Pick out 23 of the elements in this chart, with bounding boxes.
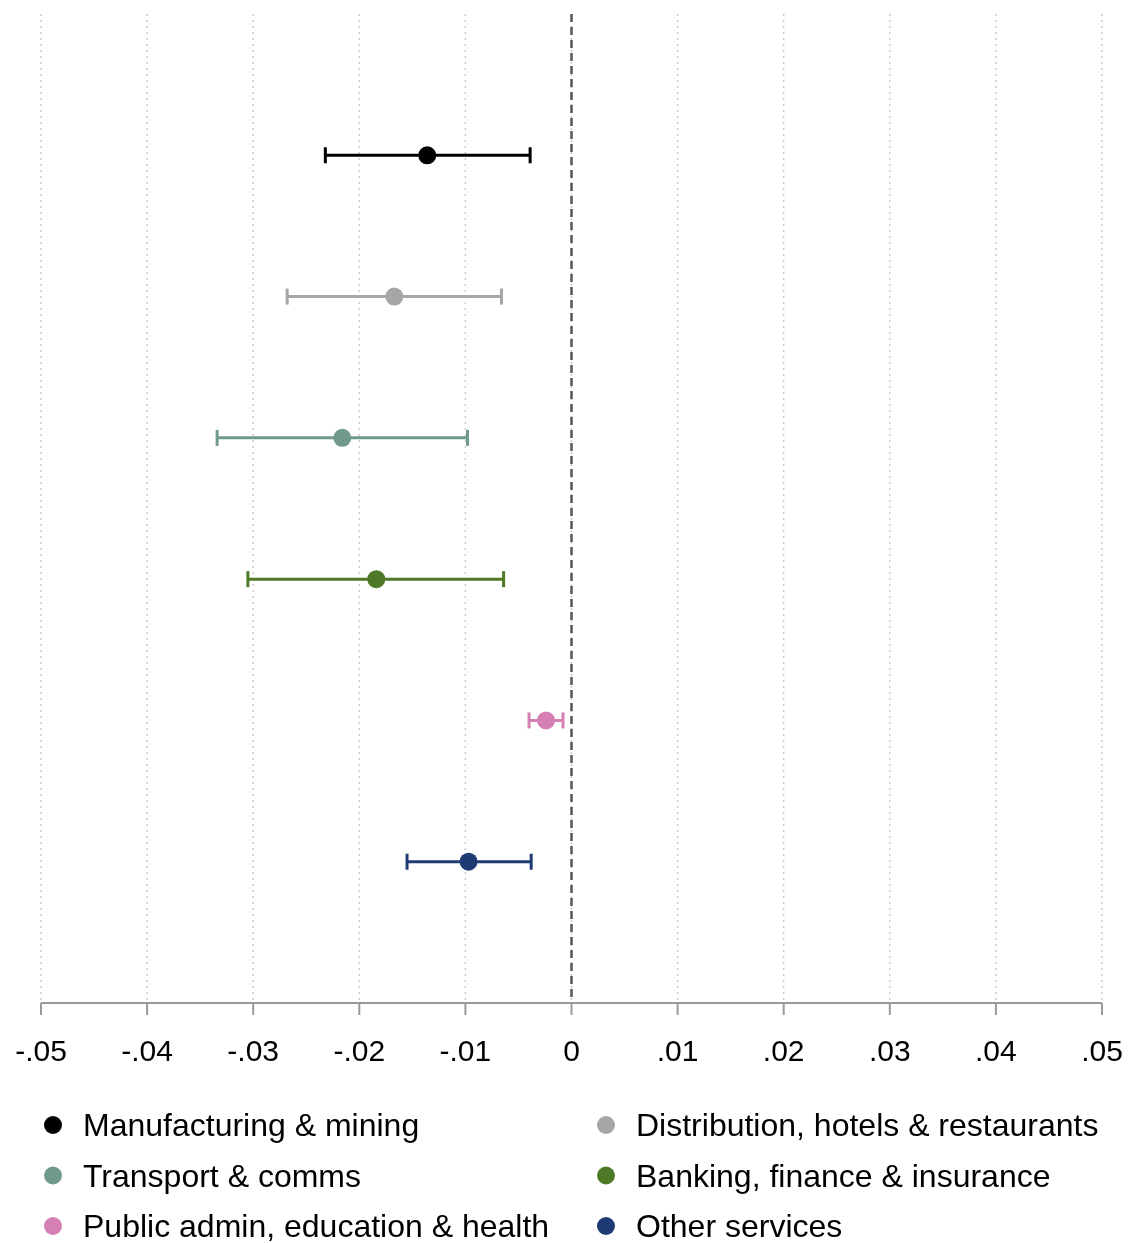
x-tick-label: .04 xyxy=(975,1034,1017,1067)
x-tick-label: .01 xyxy=(656,1034,699,1067)
x-tick-label: .02 xyxy=(762,1034,805,1067)
point xyxy=(367,570,386,589)
point xyxy=(333,428,352,447)
point xyxy=(418,146,437,165)
x-tick-label: -.05 xyxy=(15,1034,67,1067)
point xyxy=(459,852,478,871)
point xyxy=(537,711,556,730)
x-tick-label: -.03 xyxy=(227,1034,280,1067)
x-tick-label: -.02 xyxy=(333,1034,386,1067)
x-tick-label: .05 xyxy=(1081,1034,1123,1067)
legend-label: Transport & comms xyxy=(83,1157,361,1194)
legend-label: Banking, finance & insurance xyxy=(636,1157,1051,1194)
point xyxy=(385,287,404,306)
x-tick-label: -.04 xyxy=(121,1034,173,1067)
x-tick-label: .03 xyxy=(868,1034,911,1067)
legend-label: Distribution, hotels & restaurants xyxy=(636,1107,1099,1143)
legend-label: Other services xyxy=(636,1208,843,1243)
legend-label: Public admin, education & health xyxy=(83,1208,550,1243)
x-tick-label: -.01 xyxy=(439,1034,492,1067)
legend-label: Manufacturing & mining xyxy=(83,1107,420,1143)
x-tick-label: 0 xyxy=(563,1034,580,1067)
